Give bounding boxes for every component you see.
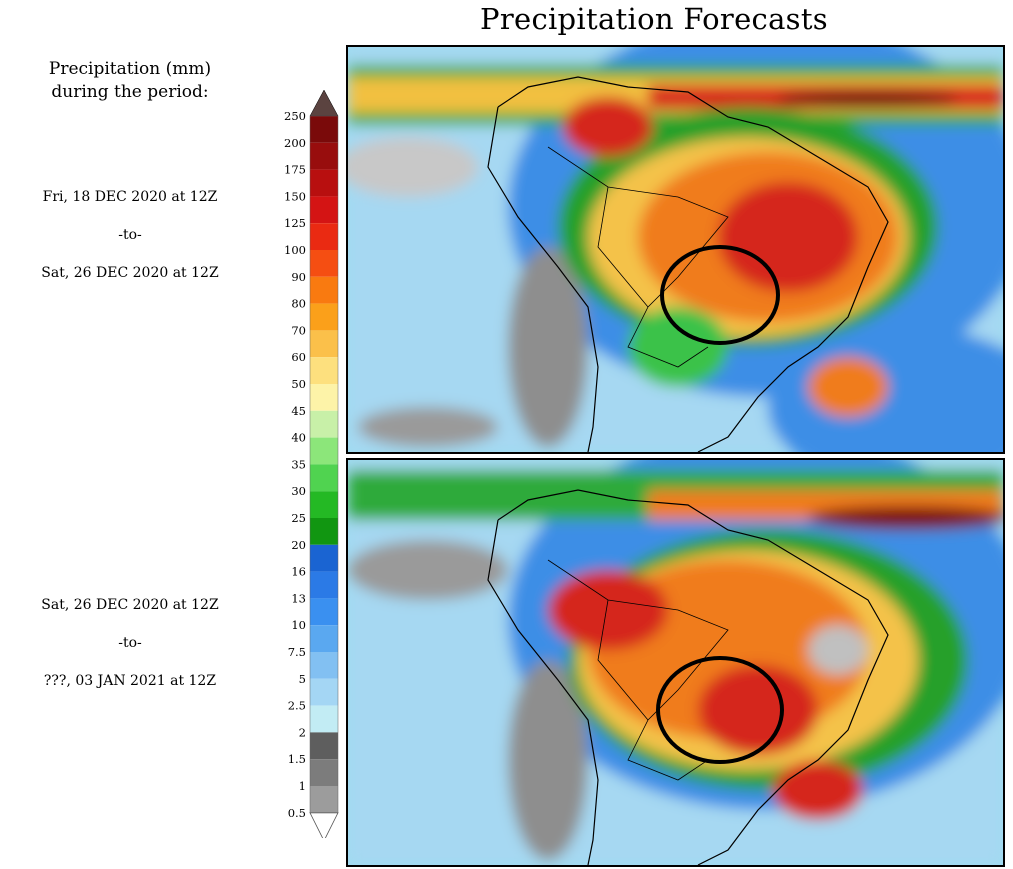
scale-outline (309, 115, 339, 814)
highlight-circle (660, 245, 780, 345)
precip-field (348, 47, 1003, 452)
scale-tick-label: 35 (291, 457, 306, 471)
scale-min-arrow (309, 812, 339, 838)
scale-swatch (310, 116, 338, 143)
legend-heading-line2: during the period: (51, 82, 209, 102)
scale-max-arrow (309, 89, 339, 117)
scale-tick-label: 2 (299, 725, 306, 739)
scale-swatch (310, 544, 338, 572)
scale-swatch (310, 384, 338, 411)
scale-tick-label: 20 (291, 538, 306, 552)
scale-swatch (310, 518, 338, 545)
scale-swatch (310, 571, 338, 599)
scale-tick-label: 45 (291, 404, 306, 418)
highlight-circle (656, 656, 784, 764)
scale-tick-label: 175 (284, 163, 306, 177)
scale-swatch (310, 357, 338, 384)
period-separator: -to- (118, 635, 142, 651)
scale-swatch (310, 142, 338, 170)
scale-swatch (310, 169, 338, 197)
coastline (497, 76, 889, 452)
scale-swatch (310, 276, 338, 304)
coastline-west (487, 519, 599, 865)
scale-swatch (310, 732, 338, 760)
scale-swatch (310, 303, 338, 331)
period-label-bottom: Sat, 26 DEC 2020 at 12Z -to- ???, 03 JAN… (20, 586, 240, 700)
scale-tick-label: 0.5 (288, 806, 306, 820)
scale-tick-label: 90 (291, 270, 306, 284)
period-end: ???, 03 JAN 2021 at 12Z (43, 673, 217, 689)
page-title: Precipitation Forecasts (480, 2, 828, 36)
scale-swatch (310, 330, 338, 358)
scale-tick-label: 100 (284, 243, 306, 257)
scale-swatch (310, 464, 338, 492)
period-separator: -to- (118, 227, 142, 243)
scale-swatch (310, 705, 338, 733)
scale-tick-label: 1 (299, 779, 306, 793)
scale-swatch (310, 678, 338, 706)
scale-swatch (310, 223, 338, 250)
scale-tick-label: 30 (291, 484, 306, 498)
scale-tick-label: 13 (291, 591, 306, 605)
coastline-west (487, 106, 599, 452)
scale-tick-label: 1.5 (288, 752, 306, 766)
scale-tick-label: 50 (291, 377, 306, 391)
color-scale-bar: 2502001751501251009080706050454035302520… (284, 89, 339, 838)
coastline (497, 489, 889, 865)
scale-tick-label: 250 (284, 109, 306, 123)
period-end: Sat, 26 DEC 2020 at 12Z (41, 265, 219, 281)
scale-tick-label: 7.5 (288, 645, 306, 659)
scale-tick-label: 5 (299, 672, 306, 686)
scale-tick-label: 150 (284, 189, 306, 203)
scale-swatch (310, 598, 338, 626)
period-label-top: Fri, 18 DEC 2020 at 12Z -to- Sat, 26 DEC… (20, 178, 240, 292)
scale-swatch (310, 625, 338, 652)
scale-swatch (310, 410, 338, 438)
forecast-map-period-2 (346, 458, 1005, 867)
scale-tick-label: 2.5 (288, 699, 306, 713)
scale-tick-label: 10 (291, 618, 306, 632)
country-borders (547, 559, 729, 781)
scale-swatch (310, 196, 338, 224)
scale-swatch (310, 786, 338, 813)
legend-heading-line1: Precipitation (mm) (48, 59, 212, 79)
scale-tick-label: 16 (291, 565, 306, 579)
period-start: Sat, 26 DEC 2020 at 12Z (41, 597, 219, 613)
scale-tick-label: 25 (291, 511, 306, 525)
scale-swatch (310, 250, 338, 277)
scale-swatch (310, 652, 338, 679)
forecast-map-period-1 (346, 45, 1005, 454)
scale-tick-label: 80 (291, 297, 306, 311)
country-borders (547, 146, 729, 368)
legend-heading: Precipitation (mm) during the period: (20, 58, 240, 104)
scale-tick-label: 40 (291, 431, 306, 445)
scale-swatch (310, 437, 338, 465)
precip-field (348, 460, 1003, 865)
scale-tick-label: 200 (284, 136, 306, 150)
scale-tick-label: 70 (291, 323, 306, 337)
scale-swatch (310, 759, 338, 786)
period-start: Fri, 18 DEC 2020 at 12Z (42, 189, 218, 205)
scale-tick-label: 125 (284, 216, 306, 230)
scale-swatch (310, 491, 338, 518)
scale-tick-label: 60 (291, 350, 306, 364)
